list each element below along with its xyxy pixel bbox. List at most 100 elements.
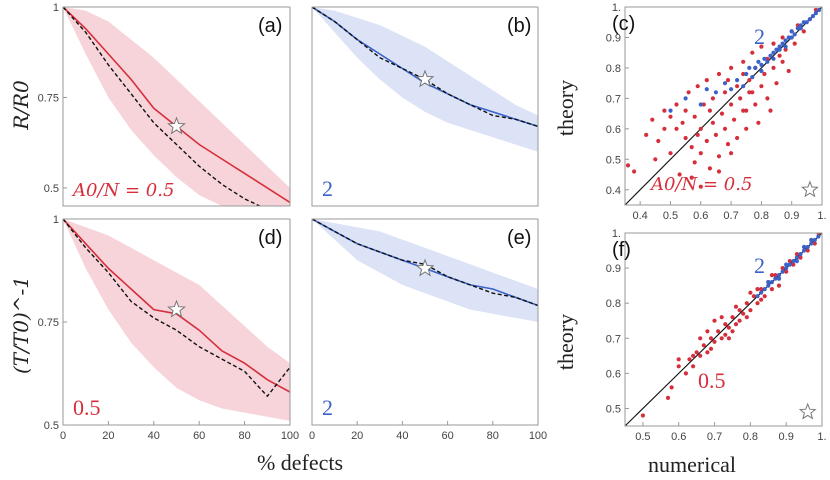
scatter-point-red xyxy=(732,117,737,122)
star-marker xyxy=(167,299,186,318)
scatter-point-red xyxy=(640,413,646,418)
scatter-point-red xyxy=(668,114,673,119)
y-tick-label: 0.75 xyxy=(38,92,59,104)
scatter-point-blue xyxy=(786,35,791,40)
scatter-point-blue xyxy=(704,87,709,92)
scatter-point-red xyxy=(741,71,746,77)
scatter-point-blue xyxy=(729,87,734,92)
scatter-point-red xyxy=(744,301,749,306)
y-tick-label: 0.8 xyxy=(606,63,621,75)
scatter-point-red xyxy=(759,297,764,302)
scatter-point-blue xyxy=(810,14,816,19)
scatter-point-red xyxy=(689,175,694,180)
y-tick-label: 0.4 xyxy=(606,185,621,197)
star-marker xyxy=(800,180,819,198)
scatter-point-red xyxy=(662,108,667,113)
scatter-point-red xyxy=(668,151,673,156)
scatter-point-blue xyxy=(759,68,764,74)
scatter-point-red xyxy=(730,329,735,334)
xlabel-right: numerical xyxy=(648,452,736,477)
x-tick-label: 20 xyxy=(351,430,363,442)
scatter-point-blue xyxy=(747,65,752,70)
scatter-point-red xyxy=(741,59,746,64)
axes-frame xyxy=(624,6,823,206)
numerical-line xyxy=(312,7,538,128)
scatter-point-red xyxy=(774,81,779,86)
annotation-blue: 2 xyxy=(754,24,765,49)
scatter-point-red xyxy=(701,102,706,107)
y-tick-label: 1 xyxy=(53,2,59,14)
scatter-point-blue xyxy=(791,259,796,264)
scatter-point-red xyxy=(786,68,791,74)
scatter-point-red xyxy=(729,102,734,107)
x-tick-label: 0.4 xyxy=(633,210,648,222)
scatter-point-red xyxy=(729,65,734,70)
x-tick-label: 1. xyxy=(817,210,826,222)
scatter-point-red xyxy=(733,322,739,327)
scatter-point-blue xyxy=(777,47,782,52)
scatter-point-blue xyxy=(698,102,703,107)
scatter-point-red xyxy=(677,172,682,177)
scatter-point-red xyxy=(723,322,728,327)
scatter-point-red xyxy=(676,357,681,362)
y-tick-label: 0.5 xyxy=(44,420,59,432)
scatter-point-red xyxy=(737,318,742,323)
scatter-point-red xyxy=(735,135,740,141)
star-marker xyxy=(167,116,186,135)
scatter-point-blue xyxy=(787,262,792,267)
x-tick-label: 100 xyxy=(529,430,547,442)
scatter-point-red xyxy=(644,132,649,137)
panel-label: (f) xyxy=(612,239,631,261)
scatter-point-red xyxy=(751,294,757,299)
scatter-point-blue xyxy=(741,84,746,89)
scatter-point-blue xyxy=(789,29,794,34)
x-tick-label: 0.6 xyxy=(671,431,686,443)
panel-annotation: 2 xyxy=(322,176,333,201)
x-tick-label: 100 xyxy=(281,430,299,442)
scatter-point-red xyxy=(625,163,631,168)
scatter-point-red xyxy=(759,287,764,292)
theory-line xyxy=(63,219,290,393)
scatter-point-blue xyxy=(776,273,782,278)
star-marker xyxy=(798,402,817,420)
x-tick-label: 0.7 xyxy=(707,431,722,443)
scatter-point-red xyxy=(689,145,694,150)
scatter-point-red xyxy=(653,157,658,162)
x-tick-label: 80 xyxy=(487,430,499,442)
scatter-point-blue xyxy=(783,44,788,49)
scatter-point-blue xyxy=(784,262,789,267)
scatter-point-blue xyxy=(762,56,767,61)
panel-label: (e) xyxy=(507,227,531,249)
scatter-point-red xyxy=(726,336,732,341)
x-tick-label: 0.9 xyxy=(784,210,799,222)
scatter-point-blue xyxy=(789,35,794,40)
scatter-point-red xyxy=(735,84,740,89)
scatter-point-red xyxy=(698,353,703,358)
scatter-point-blue xyxy=(774,47,779,52)
scatter-point-blue xyxy=(777,44,782,49)
scatter-point-blue xyxy=(816,7,822,13)
panel-annotation: 2 xyxy=(322,395,333,420)
scatter-point-red xyxy=(722,90,728,95)
scatter-point-red xyxy=(773,273,778,278)
y-tick-label: 0.6 xyxy=(606,124,621,136)
scatter-point-blue xyxy=(798,23,803,28)
y-tick-label: 0.6 xyxy=(606,368,621,380)
scatter-point-blue xyxy=(784,266,789,271)
scatter-point-blue xyxy=(759,290,764,295)
scatter-point-red xyxy=(762,294,767,299)
scatter-point-red xyxy=(769,273,775,278)
axes-frame xyxy=(311,218,539,426)
scatter-point-red xyxy=(716,169,722,174)
scatter-point-blue xyxy=(755,294,760,299)
scatter-point-red xyxy=(805,248,810,253)
numerical-line xyxy=(63,7,262,206)
scatter-point-red xyxy=(712,318,717,323)
scatter-point-blue xyxy=(816,234,821,239)
scatter-point-blue xyxy=(668,108,673,113)
panel-f: 20.50.5 0.6 0.7 0.8 0.9 1.0.50.60.70.80.91.(f… xyxy=(606,228,827,443)
y-tick-label: 1. xyxy=(612,2,621,14)
scatter-point-red xyxy=(748,290,753,295)
scatter-point-blue xyxy=(769,280,775,285)
